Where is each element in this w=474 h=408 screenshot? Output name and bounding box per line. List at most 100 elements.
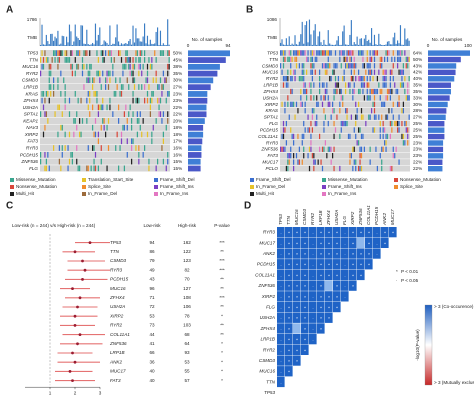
sample-bar bbox=[188, 77, 214, 84]
tmb-bar bbox=[363, 38, 365, 46]
mutation-cell bbox=[300, 95, 302, 101]
mutation-cell bbox=[346, 114, 348, 120]
tmb-bar bbox=[379, 44, 381, 46]
mutation-cell bbox=[323, 95, 325, 101]
mutation-cell bbox=[106, 70, 108, 77]
mutation-cell bbox=[384, 56, 386, 63]
mutation-cell bbox=[90, 165, 92, 172]
sample-bar bbox=[188, 91, 208, 97]
mutation-cell bbox=[41, 97, 43, 104]
high-count: 82 bbox=[184, 267, 190, 272]
tmb-bar bbox=[300, 34, 302, 46]
mutation-cell bbox=[317, 101, 319, 107]
mutation-cell bbox=[319, 88, 321, 95]
mutation-cell bbox=[301, 50, 303, 56]
mutation-cell bbox=[334, 88, 337, 95]
mutation-cell bbox=[405, 120, 407, 127]
sig-mark: * bbox=[352, 273, 354, 278]
mutation-cell bbox=[310, 146, 312, 152]
gene-label: NAV3 bbox=[26, 125, 38, 130]
mutation-cell bbox=[373, 127, 376, 133]
mutation-cell bbox=[87, 77, 89, 84]
pct-label: 16% bbox=[173, 145, 182, 150]
mutation-cell bbox=[157, 158, 159, 165]
mutation-cell bbox=[398, 114, 400, 120]
mutation-cell bbox=[80, 97, 82, 104]
mutation-cell bbox=[64, 145, 66, 151]
tmb-bar bbox=[350, 20, 352, 46]
sig-mark: · bbox=[344, 273, 346, 278]
mutation-cell bbox=[50, 90, 52, 97]
tmb-bar bbox=[359, 38, 361, 46]
tmb-bar bbox=[373, 34, 376, 46]
mutation-cell bbox=[405, 63, 407, 69]
mutation-cell bbox=[355, 120, 357, 127]
tmb-bar bbox=[109, 25, 111, 46]
mutation-cell bbox=[67, 57, 69, 63]
mutation-cell bbox=[287, 159, 289, 165]
row-bg bbox=[40, 124, 170, 131]
mutation-cell bbox=[381, 88, 383, 95]
mutation-cell bbox=[399, 69, 402, 75]
mutation-cell bbox=[360, 146, 363, 152]
odds-point bbox=[71, 287, 74, 290]
mutation-cell bbox=[408, 95, 410, 101]
tmb-label: TMB bbox=[267, 35, 277, 40]
mutation-cell bbox=[301, 159, 303, 165]
heat-cell bbox=[341, 227, 349, 238]
mutation-cell bbox=[385, 82, 387, 88]
mutation-cell bbox=[369, 95, 371, 101]
mutation-cell bbox=[366, 56, 368, 63]
mutation-cell bbox=[161, 50, 163, 56]
mutation-cell bbox=[54, 50, 56, 56]
mutation-cell bbox=[333, 69, 335, 75]
sig-mark: * bbox=[296, 284, 298, 289]
pct-label: 28% bbox=[413, 108, 422, 113]
mutation-cell bbox=[57, 84, 59, 90]
tmb-bar bbox=[133, 42, 136, 46]
mutation-cell bbox=[320, 159, 322, 165]
heat-cell bbox=[317, 312, 325, 323]
mutation-cell bbox=[350, 114, 353, 120]
mutation-cell bbox=[343, 75, 345, 82]
mutation-cell bbox=[404, 50, 406, 56]
mutation-cell bbox=[67, 145, 69, 151]
mutation-cell bbox=[307, 114, 309, 120]
mutation-cell bbox=[385, 114, 387, 120]
mutation-cell bbox=[298, 50, 301, 56]
legend-label: Splice_Site bbox=[400, 184, 423, 189]
column-label: COL11A1 bbox=[366, 205, 371, 225]
tmb-bar bbox=[395, 43, 397, 46]
mutation-cell bbox=[132, 97, 134, 104]
mutation-cell bbox=[149, 111, 152, 117]
row-bg bbox=[40, 158, 170, 165]
mutation-cell bbox=[314, 159, 316, 165]
mutation-cell bbox=[350, 153, 353, 159]
row-bg bbox=[40, 117, 170, 125]
gene-label: RYR3 bbox=[26, 145, 39, 150]
mutation-cell bbox=[326, 153, 328, 159]
tmb-bar bbox=[99, 27, 101, 46]
column-label: LRP1B bbox=[318, 210, 323, 225]
mutation-cell bbox=[391, 120, 393, 127]
mutation-cell bbox=[389, 95, 392, 101]
sig-mark: * bbox=[360, 231, 362, 236]
mutation-cell bbox=[135, 97, 137, 104]
mutation-cell bbox=[388, 88, 390, 95]
heat-cell bbox=[333, 291, 341, 302]
mutation-cell bbox=[71, 158, 74, 165]
mutation-cell bbox=[345, 63, 347, 69]
mutation-cell bbox=[74, 57, 76, 63]
mutation-cell bbox=[392, 50, 394, 56]
mutation-cell bbox=[308, 127, 311, 133]
mutation-cell bbox=[378, 69, 380, 75]
mutation-cell bbox=[330, 114, 332, 120]
tmb-bar bbox=[61, 35, 63, 46]
mutation-cell bbox=[288, 50, 290, 56]
sig-mark: * bbox=[320, 284, 322, 289]
mutation-cell bbox=[397, 56, 399, 63]
mutation-cell bbox=[131, 138, 133, 145]
mutation-cell bbox=[340, 88, 342, 95]
tmb-bar bbox=[317, 36, 319, 46]
mutation-cell bbox=[376, 165, 379, 172]
